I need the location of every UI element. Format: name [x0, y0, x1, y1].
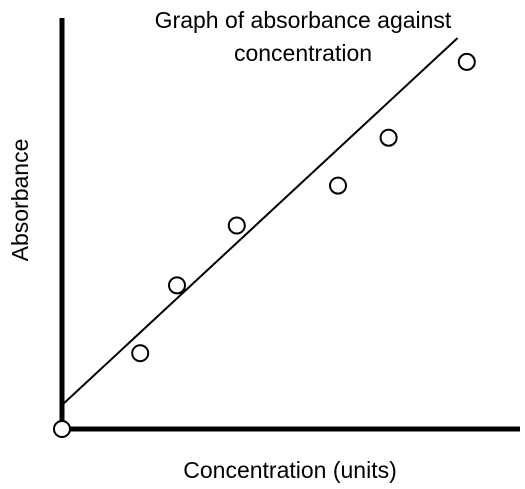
data-points	[53, 52, 476, 438]
data-point-1	[53, 420, 71, 438]
data-point-2	[131, 344, 150, 363]
chart-title-line-2: concentration	[234, 40, 372, 66]
x-axis-label: Concentration (units)	[183, 457, 397, 483]
data-point-3	[168, 276, 186, 295]
data-point-4	[227, 216, 246, 235]
trend-line	[61, 37, 459, 406]
data-point-7	[457, 52, 476, 71]
data-point-5	[329, 176, 347, 195]
chart-title-line-1: Graph of absorbance against	[155, 7, 452, 33]
chart-title: Graph of absorbance against concentratio…	[155, 7, 452, 66]
data-point-6	[379, 128, 398, 147]
chart-axes	[59, 18, 520, 432]
y-axis-label: Absorbance	[7, 139, 33, 262]
